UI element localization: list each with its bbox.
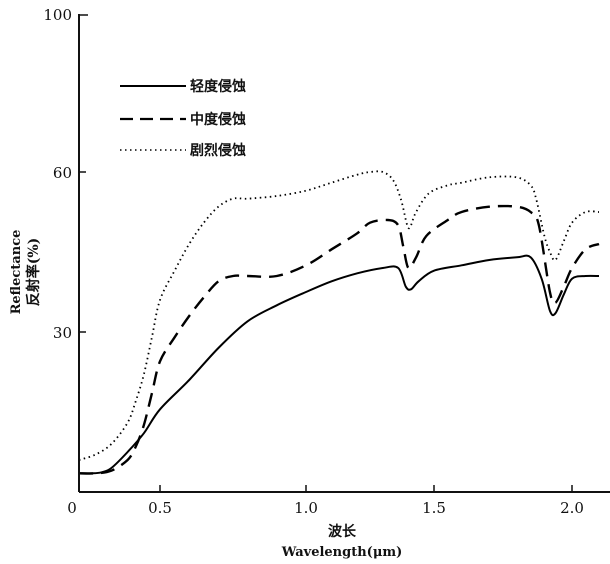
- legend: 轻度侵蚀 中度侵蚀 剧烈侵蚀: [120, 78, 246, 159]
- y-ticks: 30 60 100: [43, 6, 88, 342]
- legend-label-moderate: 中度侵蚀: [190, 111, 246, 128]
- y-tick-label-100: 100: [43, 6, 72, 24]
- series-mild-erosion: [78, 254, 600, 475]
- legend-label-severe: 剧烈侵蚀: [190, 142, 246, 159]
- x-tick-label-1.5: 1.5: [422, 499, 446, 517]
- x-tick-label-2.0: 2.0: [560, 499, 584, 517]
- series-moderate-erosion: [78, 204, 600, 475]
- x-axis-label-en: Wavelength(μm): [281, 545, 403, 560]
- x-tick-label-1.0: 1.0: [294, 499, 318, 517]
- x-ticks: 0 0.5 1.0 1.5 2.0: [67, 485, 584, 517]
- series-severe-erosion: [78, 170, 600, 461]
- y-tick-label-30: 30: [53, 324, 72, 342]
- x-axis-label-cn: 波长: [328, 523, 357, 540]
- y-axis-label-cn: 反射率(%): [25, 238, 42, 307]
- x-tick-label-0.5: 0.5: [148, 499, 172, 517]
- series-layer: [78, 170, 600, 475]
- legend-label-mild: 轻度侵蚀: [190, 78, 246, 95]
- y-tick-label-60: 60: [53, 164, 72, 182]
- x-tick-label-0: 0: [67, 499, 77, 517]
- y-axis-label-en: Reflectance: [9, 230, 24, 315]
